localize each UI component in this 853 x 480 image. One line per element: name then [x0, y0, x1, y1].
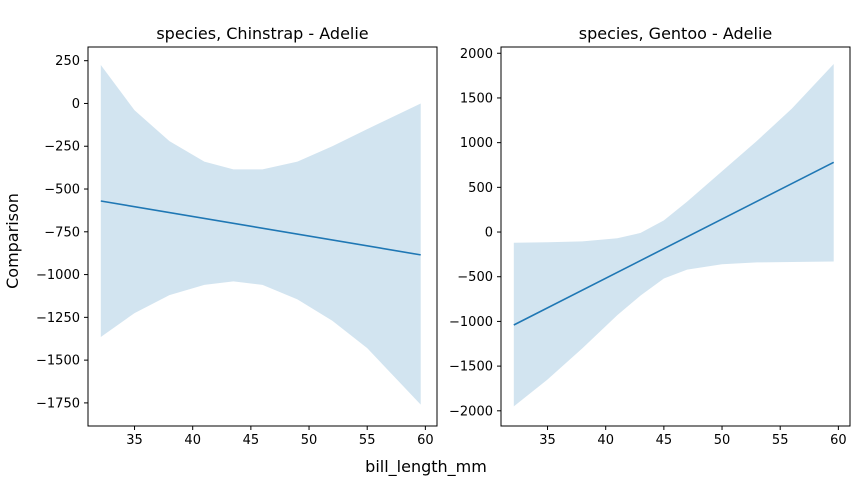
estimate-line [100, 200, 421, 256]
subplot-gentoo-adelie: 35 40 45 50 55 60 2000 1500 1000 500 0 −500 −1000 −15… [449, 24, 851, 448]
x-tick-label: 35 [126, 433, 143, 448]
y-tick-label: −750 [44, 225, 80, 240]
x-tick-label: 60 [417, 433, 434, 448]
x-tick-label: 40 [597, 433, 614, 448]
y-tick-label: −1000 [449, 315, 493, 330]
x-tick-label: 35 [539, 433, 556, 448]
y-tick-label: −2000 [449, 404, 493, 419]
axes-frame [500, 46, 851, 427]
y-tick-label: −250 [44, 140, 80, 155]
subplot-title: species, Gentoo - Adelie [579, 24, 773, 43]
axes-frame [87, 46, 438, 427]
y-tick-label: 250 [55, 54, 80, 69]
x-tick-label: 60 [830, 433, 847, 448]
y-tick-label: 1500 [460, 91, 493, 106]
confidence-band [513, 63, 834, 407]
confidence-band [100, 64, 421, 405]
y-tick-label: 0 [485, 226, 493, 241]
x-tick-label: 50 [714, 433, 731, 448]
y-tick-label: −1500 [36, 354, 80, 369]
y-tick-label: −500 [457, 270, 493, 285]
x-tick-label: 45 [243, 433, 260, 448]
y-tick-label: −1250 [36, 311, 80, 326]
x-tick-label: 45 [656, 433, 673, 448]
shared-x-axis-label: bill_length_mm [365, 457, 487, 477]
x-tick-label: 55 [359, 433, 376, 448]
y-tick-label: −1500 [449, 360, 493, 375]
estimate-line [513, 161, 835, 326]
y-tick-label: 500 [468, 181, 493, 196]
y-tick-label: −500 [44, 183, 80, 198]
x-tick-label: 40 [184, 433, 201, 448]
shared-y-axis-label: Comparison [3, 193, 22, 289]
y-tick-label: 2000 [460, 47, 493, 62]
x-tick-label: 50 [301, 433, 318, 448]
y-tick-label: 1000 [460, 136, 493, 151]
y-tick-label: 0 [72, 97, 80, 112]
y-tick-label: −1000 [36, 268, 80, 283]
y-tick-label: −1750 [36, 396, 80, 411]
subplot-title: species, Chinstrap - Adelie [156, 24, 368, 43]
subplot-chinstrap-adelie: 35 40 45 50 55 60 250 0 −250 −500 −750 −1000 −1250 −1… [36, 24, 438, 448]
x-tick-label: 55 [772, 433, 789, 448]
